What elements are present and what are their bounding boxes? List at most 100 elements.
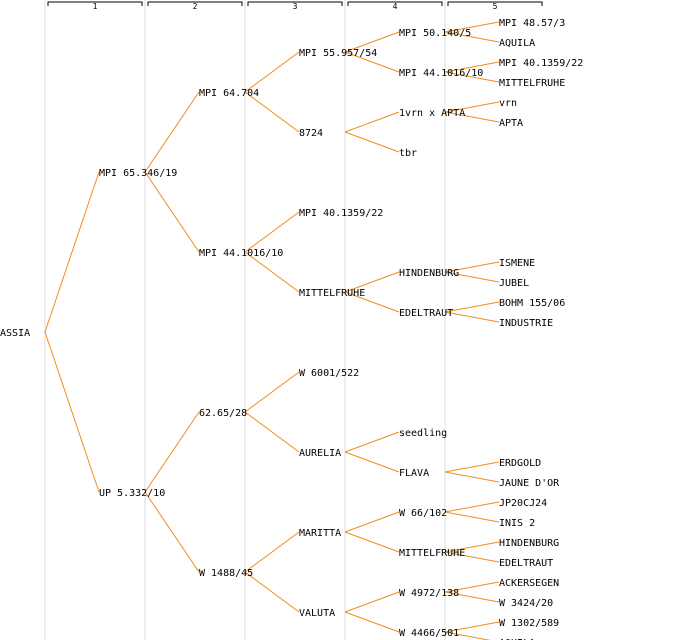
pedigree-edge [244, 91, 300, 133]
pedigree-edge [244, 251, 300, 293]
pedigree-edge [444, 581, 500, 593]
generation-bracket [247, 1, 343, 6]
generation-label: 5 [493, 2, 498, 11]
pedigree-node-label: BOHM 155/06 [499, 298, 565, 309]
pedigree-edge [444, 311, 500, 323]
pedigree-root-label: ASSIA [0, 328, 30, 339]
pedigree-edge [344, 591, 400, 613]
pedigree-edge [244, 411, 300, 453]
generation-bracket [147, 1, 243, 6]
pedigree-nodes: ASSIA MPI 65.346/19 MPI 64.704 MPI 55.957/5… [0, 18, 583, 640]
pedigree-node-label: MPI 48.57/3 [499, 18, 565, 29]
pedigree-node-label: MPI 50.140/5 [399, 28, 471, 39]
pedigree-edge [144, 491, 200, 573]
pedigree-node-label: W 6001/522 [299, 368, 359, 379]
pedigree-edge [444, 31, 500, 43]
pedigree-node-label: MARITTA [299, 528, 341, 539]
pedigree-node-label: MPI 44.1016/10 [399, 68, 483, 79]
pedigree-node-label: 1vrn x APTA [399, 108, 465, 119]
pedigree-node-label: MPI 64.704 [199, 88, 259, 99]
pedigree-edge [444, 301, 500, 313]
pedigree-node-label: ACKERSEGEN [499, 578, 559, 589]
generation-label: 4 [393, 2, 398, 11]
pedigree-edge [144, 411, 200, 493]
pedigree-node-label: MPI 65.346/19 [99, 168, 177, 179]
pedigree-edge [444, 621, 500, 633]
pedigree-node-label: W 3424/20 [499, 598, 553, 609]
pedigree-edge [444, 631, 491, 640]
pedigree-node-label: ERDGOLD [499, 458, 541, 469]
pedigree-node-label: JAUNE D'OR [499, 478, 560, 489]
pedigree-edge [344, 271, 400, 293]
pedigree-node-label: AQUILA [499, 638, 535, 640]
pedigree-edge [344, 611, 400, 633]
pedigree-node-label: VALUTA [299, 608, 335, 619]
pedigree-edge [244, 51, 300, 93]
generation-label: 1 [93, 2, 98, 11]
pedigree-edge [444, 591, 500, 603]
pedigree-node-label: EDELTRAUT [399, 308, 453, 319]
pedigree-node-label: INIS 2 [499, 518, 535, 529]
pedigree-node-label: 8724 [299, 128, 323, 139]
pedigree-edge [344, 451, 400, 473]
pedigree-node-label: APTA [499, 118, 523, 129]
pedigree-node-label: JUBEL [499, 278, 529, 289]
pedigree-edge [44, 171, 100, 333]
generation-bracket [447, 1, 543, 6]
pedigree-node-label: MPI 55.957/54 [299, 48, 377, 59]
pedigree-edge [444, 101, 500, 113]
pedigree-node-label: MPI 40.1359/22 [499, 58, 583, 69]
generation-label: 3 [293, 2, 298, 11]
pedigree-node-label: ISMENE [499, 258, 535, 269]
pedigree-node-label: tbr [399, 148, 417, 159]
pedigree-node-label: 62.65/28 [199, 408, 247, 419]
pedigree-node-label: AQUILA [499, 38, 535, 49]
generation-bracket [47, 1, 143, 6]
pedigree-edges [44, 21, 500, 640]
pedigree-node-label: MPI 40.1359/22 [299, 208, 383, 219]
pedigree-node-label: HINDENBURG [499, 538, 559, 549]
pedigree-edge [444, 111, 500, 123]
pedigree-node-label: MITTELFRUHE [399, 548, 465, 559]
pedigree-edge [244, 531, 300, 573]
pedigree-node-label: HINDENBURG [399, 268, 459, 279]
pedigree-node-label: W 1488/45 [199, 568, 253, 579]
pedigree-node-label: MITTELFRUHE [499, 78, 565, 89]
pedigree-edge [444, 21, 500, 33]
pedigree-edge [444, 541, 500, 553]
pedigree-edge [144, 91, 200, 173]
pedigree-edge [244, 571, 300, 613]
pedigree-edge [244, 211, 300, 253]
generation-bracket [347, 1, 443, 6]
pedigree-node-label: W 4972/138 [399, 588, 459, 599]
pedigree-edge [344, 531, 400, 553]
pedigree-node-label: AURELIA [299, 448, 341, 459]
pedigree-edge [344, 131, 400, 153]
pedigree-edge [344, 291, 400, 313]
pedigree-edge [444, 551, 500, 563]
pedigree-node-label: vrn [499, 98, 517, 109]
pedigree-edge [444, 511, 500, 523]
pedigree-node-label: MITTELFRUHE [299, 288, 365, 299]
pedigree-edge [44, 331, 100, 493]
pedigree-edge [244, 371, 300, 413]
pedigree-edge [444, 461, 500, 473]
pedigree-node-label: INDUSTRIE [499, 318, 553, 329]
pedigree-edge [344, 511, 400, 533]
pedigree-edge [444, 261, 500, 273]
pedigree-edge [344, 111, 400, 133]
pedigree-node-label: FLAVA [399, 468, 429, 479]
pedigree-node-label: JP20CJ24 [499, 498, 547, 509]
pedigree-edge [444, 71, 500, 83]
pedigree-edge [444, 61, 500, 73]
pedigree-node-label: MPI 44.1016/10 [199, 248, 283, 259]
pedigree-edge [444, 501, 500, 513]
pedigree-node-label: EDELTRAUT [499, 558, 553, 569]
pedigree-edge [344, 31, 400, 53]
pedigree-node-label: W 4466/501 [399, 628, 459, 639]
pedigree-edge [444, 271, 500, 283]
pedigree-edge [144, 171, 200, 253]
generation-columns: 1 2 3 4 5 [44, 0, 543, 640]
pedigree-edge [344, 431, 400, 453]
